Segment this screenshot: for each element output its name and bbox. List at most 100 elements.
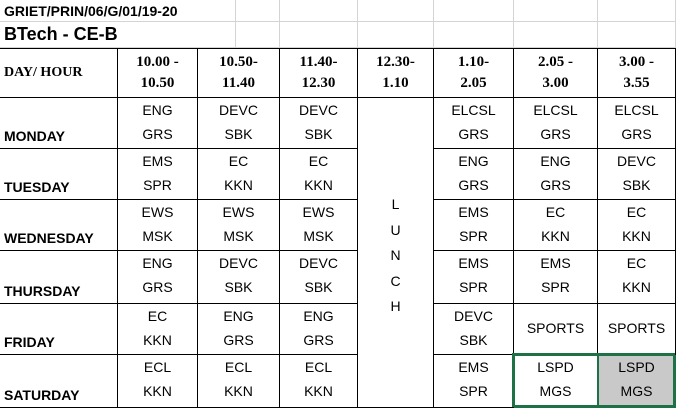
timetable-slot[interactable]: EC KKN [280, 149, 358, 200]
timetable-slot[interactable]: EC KKN [514, 200, 598, 251]
day-hour-header[interactable]: DAY/ HOUR [0, 48, 118, 98]
timetable-slot[interactable]: SPORTS [514, 304, 598, 355]
period-header-7[interactable]: 3.00 - 3.55 [598, 48, 676, 98]
slot-faculty: SBK [224, 126, 253, 142]
timetable-slot[interactable]: ECL KKN [198, 355, 280, 408]
timetable-slot[interactable]: ELCSL GRS [514, 98, 598, 149]
slot-faculty: MGS [539, 383, 572, 399]
slot-subject: ECL [143, 359, 172, 375]
timetable-slot[interactable]: EC KKN [598, 251, 676, 304]
period-header-1[interactable]: 10.00 - 10.50 [118, 48, 198, 98]
period-header-2[interactable]: 10.50- 11.40 [198, 48, 280, 98]
timetable-slot[interactable]: EWS MSK [198, 200, 280, 251]
timetable-slot[interactable]: EWS MSK [118, 200, 198, 251]
slot-subject: LSPD [618, 359, 655, 375]
day-label-cell[interactable]: FRIDAY [0, 304, 118, 355]
empty-cell[interactable] [598, 22, 676, 48]
empty-cell[interactable] [598, 0, 676, 22]
empty-cell[interactable] [514, 0, 598, 22]
timetable-slot[interactable]: EMS SPR [434, 251, 514, 304]
class-title: BTech - CE-B [4, 24, 118, 44]
timetable-slot[interactable]: EMS SPR [434, 355, 514, 408]
empty-cell[interactable] [358, 22, 434, 48]
timetable-slot[interactable]: DEVC SBK [198, 98, 280, 149]
period-end: 12.30 [301, 75, 336, 91]
document-code-cell[interactable]: GRIET/PRIN/06/G/01/19-20 [0, 0, 236, 22]
slot-faculty: KKN [224, 177, 253, 193]
timetable-slot[interactable]: ENG GRS [118, 98, 198, 149]
day-label: FRIDAY [4, 334, 55, 350]
period-end: 3.55 [623, 75, 650, 91]
day-label-cell[interactable]: WEDNESDAY [0, 200, 118, 251]
timetable-slot[interactable]: ENG GRS [514, 149, 598, 200]
period-header-3[interactable]: 11.40- 12.30 [280, 48, 358, 98]
day-label-cell[interactable]: SATURDAY [0, 355, 118, 408]
slot-faculty: MSK [223, 228, 254, 244]
slot-faculty: GRS [223, 332, 254, 348]
timetable-slot[interactable]: EMS SPR [514, 251, 598, 304]
class-title-cell[interactable]: BTech - CE-B [0, 22, 236, 48]
timetable-slot[interactable]: EC KKN [118, 304, 198, 355]
timetable-slot[interactable]: ENG GRS [198, 304, 280, 355]
period-start: 12.30- [376, 54, 415, 70]
timetable-slot[interactable]: SPORTS [598, 304, 676, 355]
empty-cell[interactable] [236, 22, 280, 48]
empty-cell[interactable] [280, 0, 358, 22]
timetable-slot[interactable]: DEVC SBK [280, 251, 358, 304]
slot-subject: EWS [141, 204, 174, 220]
timetable-slot[interactable]: EC KKN [198, 149, 280, 200]
empty-cell[interactable] [236, 0, 280, 22]
slot-faculty: MGS [620, 383, 653, 399]
timetable-slot[interactable]: EMS SPR [118, 149, 198, 200]
slot-subject: ELCSL [533, 102, 578, 118]
slot-subject: EMS [540, 255, 571, 271]
timetable-slot[interactable]: ECL KKN [118, 355, 198, 408]
slot-subject: DEVC [299, 255, 338, 271]
slot-subject: EMS [458, 359, 489, 375]
timetable-slot[interactable]: DEVC SBK [598, 149, 676, 200]
day-label: TUESDAY [4, 179, 70, 195]
slot-faculty: GRS [458, 177, 489, 193]
empty-cell[interactable] [358, 0, 434, 22]
timetable-slot[interactable]: LSPD MGS [514, 355, 598, 408]
timetable-slot[interactable]: ENG GRS [118, 251, 198, 304]
timetable-slot[interactable]: EMS SPR [434, 200, 514, 251]
timetable-slot[interactable]: ENG GRS [280, 304, 358, 355]
slot-faculty: GRS [142, 279, 173, 295]
timetable-slot[interactable]: ELCSL GRS [434, 98, 514, 149]
slot-subject: ECL [224, 359, 253, 375]
empty-cell[interactable] [434, 22, 514, 48]
day-label-cell[interactable]: MONDAY [0, 98, 118, 149]
period-header-5[interactable]: 1.10- 2.05 [434, 48, 514, 98]
timetable-slot[interactable]: EWS MSK [280, 200, 358, 251]
timetable-slot[interactable]: DEVC SBK [434, 304, 514, 355]
timetable-slot[interactable]: LSPD MGS [598, 355, 676, 408]
empty-cell[interactable] [514, 22, 598, 48]
slot-faculty: GRS [540, 177, 571, 193]
timetable-slot[interactable]: ELCSL GRS [598, 98, 676, 149]
lunch-letter: C [390, 272, 401, 289]
day-label: THURSDAY [4, 283, 81, 299]
slot-subject: DEVC [219, 102, 258, 118]
timetable-slot[interactable]: ECL KKN [280, 355, 358, 408]
timetable-slot[interactable]: ENG GRS [434, 149, 514, 200]
timetable-slot[interactable]: DEVC SBK [198, 251, 280, 304]
lunch-cell[interactable]: L U N C H [358, 98, 434, 408]
day-label-cell[interactable]: TUESDAY [0, 149, 118, 200]
empty-cell[interactable] [280, 22, 358, 48]
slot-subject: EC [545, 204, 566, 220]
slot-subject: ENG [303, 308, 334, 324]
period-header-4[interactable]: 12.30- 1.10 [358, 48, 434, 98]
day-label: MONDAY [4, 128, 65, 144]
timetable-slot[interactable]: EC KKN [598, 200, 676, 251]
slot-faculty: SBK [304, 279, 333, 295]
timetable-slot[interactable]: DEVC SBK [280, 98, 358, 149]
slot-faculty: SPR [541, 279, 570, 295]
slot-faculty: SBK [459, 332, 488, 348]
slot-subject: EWS [222, 204, 255, 220]
day-label-cell[interactable]: THURSDAY [0, 251, 118, 304]
slot-faculty: GRS [303, 332, 334, 348]
empty-cell[interactable] [434, 0, 514, 22]
period-header-6[interactable]: 2.05 - 3.00 [514, 48, 598, 98]
slot-subject: ENG [142, 255, 173, 271]
